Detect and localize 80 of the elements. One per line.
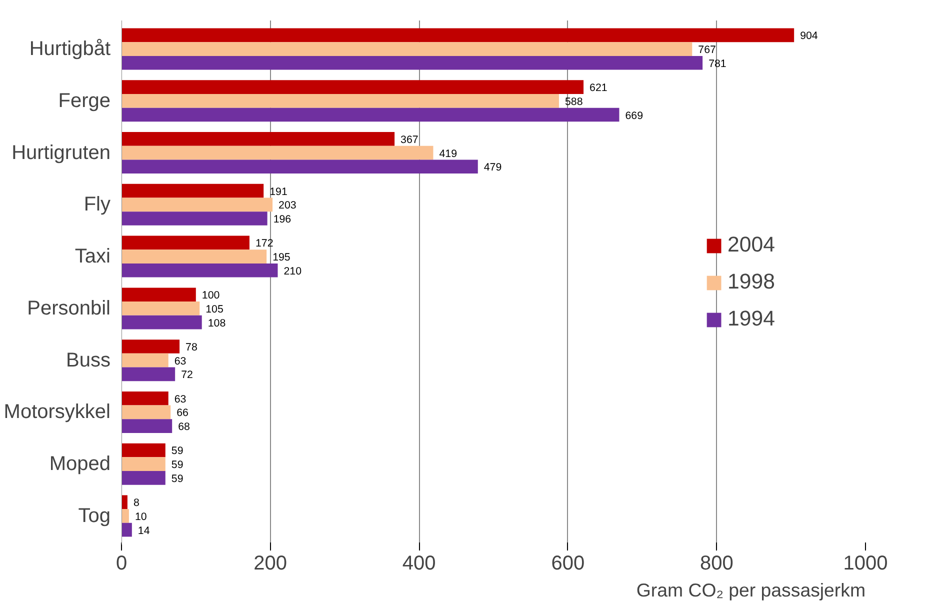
data-label: 68 xyxy=(178,421,190,434)
data-label: 59 xyxy=(171,472,184,485)
bar xyxy=(122,160,478,174)
bar xyxy=(122,367,176,382)
bar xyxy=(122,94,559,108)
data-label: 196 xyxy=(273,214,292,226)
bar xyxy=(122,263,278,278)
bar xyxy=(122,340,180,354)
data-label: 588 xyxy=(564,96,583,108)
bar xyxy=(122,184,264,198)
data-label: 172 xyxy=(255,238,274,250)
bar xyxy=(122,288,196,302)
bar xyxy=(122,495,128,510)
x-tick-label: 400 xyxy=(402,552,436,574)
legend-label: 2004 xyxy=(728,232,775,258)
bar xyxy=(122,419,172,433)
x-tick-label: 0 xyxy=(116,552,128,574)
y-tick-label: Hurtigruten xyxy=(12,142,110,164)
data-label: 63 xyxy=(174,355,186,368)
bar xyxy=(122,522,132,537)
bar xyxy=(122,353,168,368)
data-label: 419 xyxy=(439,148,458,160)
y-tick-label: Motorsykkel xyxy=(4,401,111,424)
bar xyxy=(122,443,166,458)
data-label: 8 xyxy=(133,497,140,510)
data-label: 63 xyxy=(174,393,186,406)
data-label: 195 xyxy=(272,252,290,264)
bar xyxy=(122,132,395,146)
bar xyxy=(122,391,168,406)
x-axis-title: Gram CO₂ per passasjerkm xyxy=(636,580,866,600)
bar xyxy=(122,108,620,122)
y-tick-label: Ferge xyxy=(58,90,111,112)
bar xyxy=(122,28,794,42)
data-label: 904 xyxy=(800,30,818,42)
bar xyxy=(122,250,267,264)
data-label: 781 xyxy=(708,58,726,70)
x-tick-label: 800 xyxy=(700,552,734,574)
bar xyxy=(122,80,584,94)
data-label: 14 xyxy=(138,524,150,537)
x-tick-label: 600 xyxy=(551,552,585,574)
bar xyxy=(122,315,202,330)
bar xyxy=(122,509,129,523)
data-label: 479 xyxy=(484,162,502,174)
bar xyxy=(122,146,434,160)
data-label: 367 xyxy=(400,134,418,146)
legend-label: 1998 xyxy=(728,270,775,294)
bar xyxy=(122,457,166,471)
y-tick-label: Taxi xyxy=(74,246,111,268)
bar xyxy=(122,302,200,316)
x-tick-label: 1000 xyxy=(843,552,888,574)
data-label: 59 xyxy=(171,459,184,472)
bar xyxy=(122,42,692,56)
x-tick-label: 200 xyxy=(254,552,287,574)
y-tick-label: Buss xyxy=(66,349,111,372)
data-label: 210 xyxy=(284,265,302,278)
data-label: 10 xyxy=(134,510,147,523)
y-tick-label: Fly xyxy=(84,194,111,216)
bar xyxy=(122,212,268,226)
data-label: 203 xyxy=(278,200,296,212)
data-label: 105 xyxy=(206,303,224,316)
y-tick-label: Personbil xyxy=(27,297,111,320)
data-label: 100 xyxy=(202,290,220,302)
bar xyxy=(122,198,273,212)
y-tick-label: Hurtigbåt xyxy=(29,38,111,60)
data-label: 66 xyxy=(176,407,189,420)
data-label: 72 xyxy=(181,369,193,382)
data-label: 767 xyxy=(698,44,716,56)
bar xyxy=(122,56,703,70)
bar xyxy=(122,471,166,485)
data-label: 59 xyxy=(171,445,184,458)
y-tick-label: Moped xyxy=(49,453,111,476)
data-label: 108 xyxy=(208,317,226,330)
bar xyxy=(122,236,250,250)
data-label: 191 xyxy=(270,186,288,198)
bar xyxy=(122,405,171,420)
data-label: 669 xyxy=(625,110,644,122)
data-label: 621 xyxy=(590,82,608,94)
legend-label: 1994 xyxy=(728,306,775,332)
data-label: 78 xyxy=(186,341,198,354)
y-tick-label: Tog xyxy=(78,504,111,527)
